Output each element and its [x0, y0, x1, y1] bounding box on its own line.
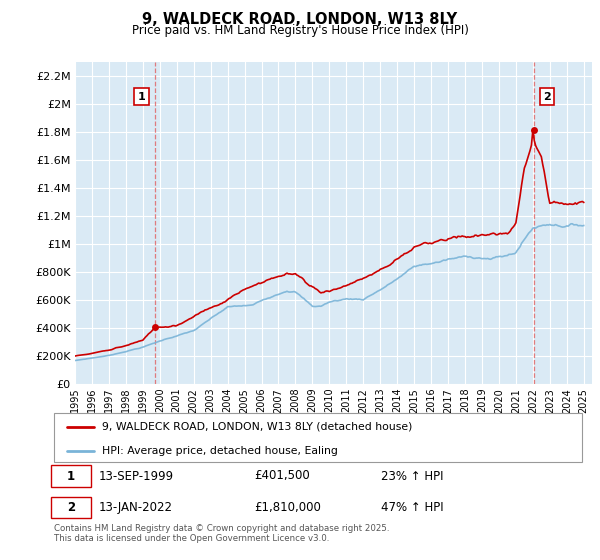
- Text: 9, WALDECK ROAD, LONDON, W13 8LY: 9, WALDECK ROAD, LONDON, W13 8LY: [142, 12, 458, 27]
- Text: 13-SEP-1999: 13-SEP-1999: [99, 469, 174, 483]
- Text: 2: 2: [543, 92, 551, 101]
- Text: HPI: Average price, detached house, Ealing: HPI: Average price, detached house, Eali…: [101, 446, 337, 456]
- Text: 23% ↑ HPI: 23% ↑ HPI: [382, 469, 444, 483]
- Text: £401,500: £401,500: [254, 469, 310, 483]
- Text: 9, WALDECK ROAD, LONDON, W13 8LY (detached house): 9, WALDECK ROAD, LONDON, W13 8LY (detach…: [101, 422, 412, 432]
- Text: 2: 2: [67, 501, 75, 514]
- Text: £1,810,000: £1,810,000: [254, 501, 322, 514]
- Text: Price paid vs. HM Land Registry's House Price Index (HPI): Price paid vs. HM Land Registry's House …: [131, 24, 469, 37]
- Text: 1: 1: [137, 92, 145, 101]
- Text: Contains HM Land Registry data © Crown copyright and database right 2025.
This d: Contains HM Land Registry data © Crown c…: [54, 524, 389, 543]
- FancyBboxPatch shape: [52, 465, 91, 487]
- FancyBboxPatch shape: [52, 497, 91, 518]
- Text: 47% ↑ HPI: 47% ↑ HPI: [382, 501, 444, 514]
- Text: 1: 1: [67, 469, 75, 483]
- Text: 13-JAN-2022: 13-JAN-2022: [99, 501, 173, 514]
